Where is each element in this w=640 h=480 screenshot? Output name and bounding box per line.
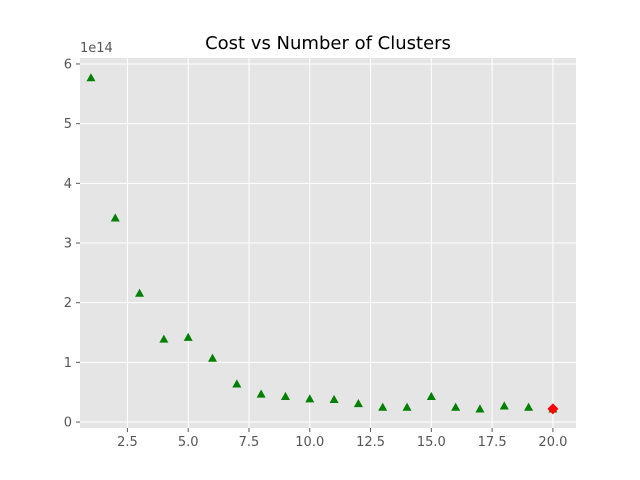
data-point-triangle <box>378 402 388 411</box>
data-point-triangle <box>232 379 242 388</box>
grid-lines <box>80 58 576 428</box>
x-tick-label: 12.5 <box>356 435 385 450</box>
data-point-triangle <box>183 332 193 341</box>
chart-title: Cost vs Number of Clusters <box>205 33 451 54</box>
y-offset-label: 1e14 <box>80 41 113 56</box>
y-tick-label: 0 <box>64 416 72 431</box>
x-tick-label: 2.5 <box>117 435 138 450</box>
data-point-triangle <box>353 399 363 408</box>
data-point-triangle <box>110 213 120 222</box>
x-tick-label: 20.0 <box>538 435 567 450</box>
data-point-triangle <box>280 391 290 400</box>
x-axis: 2.5 5.0 7.5 10.0 12.5 15.0 17.5 20.0 <box>117 428 567 450</box>
y-tick-label: 4 <box>64 177 72 192</box>
data-point-triangle <box>135 288 145 297</box>
x-tick-label: 17.5 <box>478 435 507 450</box>
data-point-triangle <box>159 334 169 343</box>
x-tick-label: 15.0 <box>417 435 446 450</box>
data-point-triangle <box>256 389 266 398</box>
data-point-triangle <box>524 402 534 411</box>
data-point-triangle <box>426 391 436 400</box>
data-point-triangle <box>208 353 218 362</box>
x-tick-label: 10.0 <box>295 435 324 450</box>
y-tick-label: 6 <box>64 57 72 72</box>
data-point-triangle <box>86 73 96 82</box>
y-tick-label: 2 <box>64 296 72 311</box>
y-tick-label: 1 <box>64 356 72 371</box>
data-point-triangle <box>475 404 485 413</box>
data-point-triangle <box>451 402 461 411</box>
y-axis: 0 1 2 3 4 5 6 <box>64 57 80 431</box>
data-point-triangle <box>305 394 315 403</box>
y-tick-label: 3 <box>64 237 72 252</box>
y-tick-label: 5 <box>64 117 72 132</box>
data-point-triangle <box>499 401 509 410</box>
x-tick-label: 7.5 <box>239 435 260 450</box>
data-points <box>86 73 559 415</box>
data-point-diamond <box>547 403 559 415</box>
data-point-triangle <box>329 394 339 403</box>
data-point-triangle <box>402 402 412 411</box>
x-tick-label: 5.0 <box>178 435 199 450</box>
